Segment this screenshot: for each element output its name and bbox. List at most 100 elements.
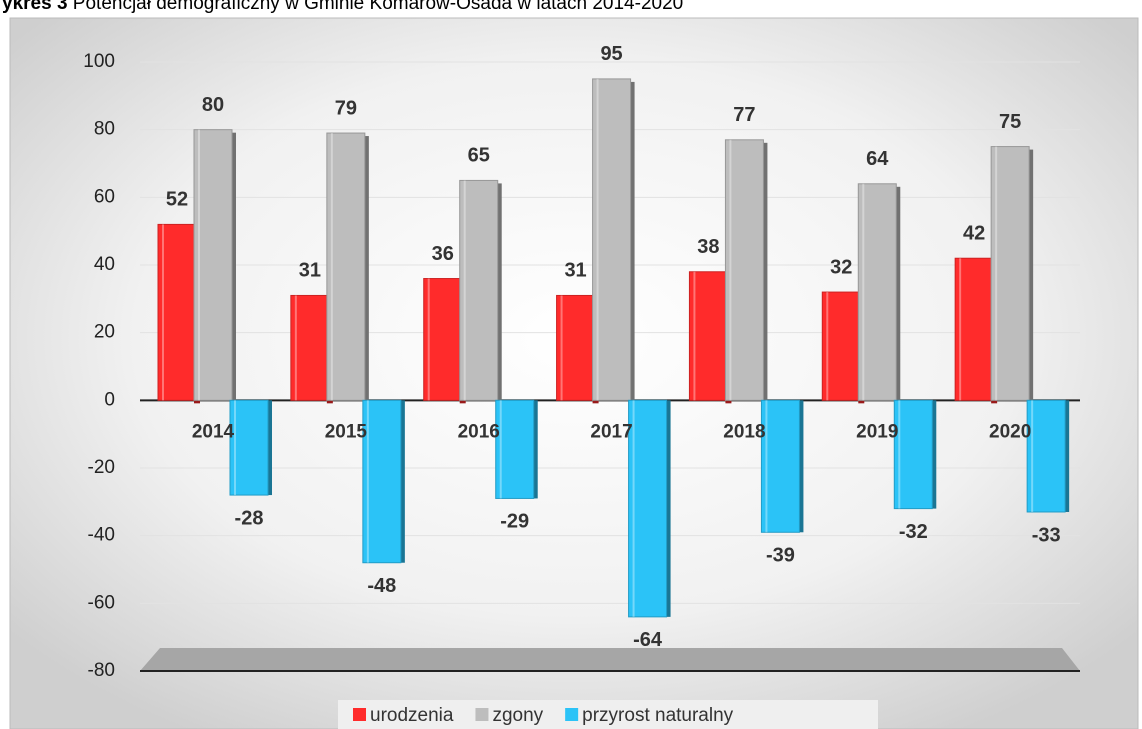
bar [954, 257, 994, 401]
bar-side [1027, 149, 1034, 404]
y-tick-label: -20 [88, 457, 115, 478]
bar [157, 223, 197, 401]
x-tick-label: 2016 [458, 421, 500, 442]
x-tick-label: 2014 [192, 421, 235, 442]
x-tick-label: 2020 [989, 421, 1031, 442]
bar-highlight [366, 400, 369, 563]
data-label: 79 [335, 97, 357, 119]
data-label: 32 [830, 256, 852, 278]
bar-highlight [995, 146, 998, 401]
bar-side [628, 81, 635, 404]
bar [495, 399, 535, 499]
bar-side [266, 400, 272, 496]
data-label: 77 [733, 104, 755, 126]
data-label: 64 [866, 148, 889, 170]
floor [140, 648, 1080, 671]
data-label: 65 [468, 145, 490, 167]
y-tick-label: 100 [83, 51, 115, 72]
bar-highlight [729, 139, 732, 401]
bar-highlight [463, 180, 466, 401]
legend-label: zgony [492, 705, 543, 726]
bar-side [930, 400, 937, 509]
data-label: 52 [166, 189, 188, 211]
bar [362, 399, 402, 564]
y-tick-label: 80 [94, 119, 115, 140]
x-tick-label: 2015 [325, 421, 368, 442]
data-label: -32 [899, 521, 928, 543]
bar-side [761, 142, 768, 404]
bar-highlight [330, 133, 333, 401]
data-label: 42 [963, 223, 985, 245]
y-tick-label: -40 [88, 525, 115, 546]
legend-swatch [475, 708, 489, 721]
bar [193, 129, 233, 401]
bar-highlight [427, 278, 430, 401]
legend-box [338, 700, 878, 729]
bar [821, 291, 861, 401]
legend-label: przyrost naturalny [582, 705, 734, 726]
bar [628, 399, 668, 618]
data-label: 36 [432, 243, 454, 265]
legend-swatch [353, 708, 366, 721]
bar-side [797, 400, 804, 533]
bar-side [531, 400, 538, 499]
bar [592, 78, 632, 401]
x-tick-label: 2019 [856, 421, 898, 442]
data-label: 31 [564, 260, 586, 282]
y-tick-label: -60 [88, 592, 115, 613]
data-label: 80 [202, 94, 224, 116]
bar [857, 183, 897, 401]
data-label: -29 [500, 511, 529, 533]
bar-side [894, 186, 901, 404]
title-label: ykres 3 [2, 0, 68, 14]
bar [760, 399, 800, 533]
bar-highlight [499, 400, 502, 499]
data-label: -28 [235, 507, 264, 529]
data-label: -48 [367, 575, 396, 597]
data-label: 75 [999, 111, 1021, 133]
bar-highlight [862, 183, 865, 401]
y-tick-label: 40 [94, 254, 115, 275]
bar [326, 132, 366, 401]
y-tick-label: 0 [104, 389, 115, 410]
bar-side [495, 183, 502, 404]
bar-highlight [294, 295, 297, 401]
title-text: Potencjał demograficzny w Gminie Komarów… [73, 0, 683, 14]
x-tick-label: 2017 [590, 421, 632, 442]
y-tick-label: 20 [94, 322, 115, 343]
bar [423, 278, 463, 401]
bar-highlight [693, 271, 696, 401]
bar-side [398, 400, 405, 563]
bar-highlight [632, 400, 635, 617]
bar-highlight [826, 292, 829, 401]
bar-highlight [959, 258, 962, 401]
x-tick-label: 2018 [723, 421, 765, 442]
chart-title: ykres 3 Potencjał demograficzny w Gminie… [2, 0, 683, 14]
data-label: -39 [766, 545, 795, 567]
y-tick-label: -80 [88, 660, 115, 681]
legend-swatch [565, 708, 579, 721]
bar-side [664, 400, 671, 617]
bar-side [362, 136, 369, 404]
bar [556, 294, 596, 401]
bar-side [230, 132, 236, 404]
data-label: -64 [633, 629, 663, 651]
bar-side [1063, 400, 1070, 512]
data-label: 31 [299, 260, 321, 282]
bar-highlight [234, 400, 236, 496]
bar-highlight [560, 295, 563, 401]
bar-highlight [898, 400, 901, 509]
bar-highlight [198, 129, 200, 401]
bar-highlight [596, 78, 599, 401]
bar-highlight [1031, 400, 1034, 512]
bar [893, 399, 933, 510]
bar-highlight [162, 224, 164, 401]
bar [724, 139, 764, 401]
legend-label: urodzenia [370, 705, 454, 726]
bar [990, 146, 1030, 401]
bar [1026, 399, 1066, 513]
data-label: 95 [600, 43, 622, 65]
data-label: -33 [1032, 524, 1061, 546]
bar-highlight [765, 400, 768, 533]
